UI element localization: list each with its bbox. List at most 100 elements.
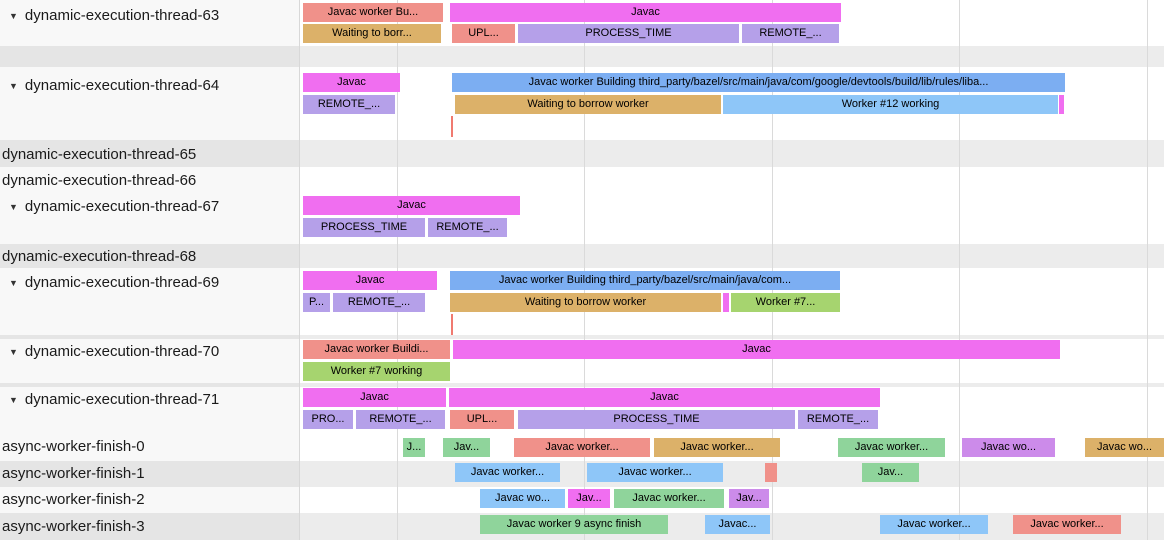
- expand-triangle-icon[interactable]: ▼: [9, 11, 18, 21]
- expand-triangle-icon[interactable]: ▼: [9, 202, 18, 212]
- trace-slice[interactable]: Javac: [303, 73, 400, 92]
- trace-slice[interactable]: Javac wo...: [962, 438, 1055, 457]
- trace-slice[interactable]: UPL...: [452, 24, 515, 43]
- track-label-async-worker-finish-0[interactable]: async-worker-finish-0: [0, 437, 300, 457]
- track-label-dynamic-execution-thread-71[interactable]: ▼ dynamic-execution-thread-71: [0, 390, 307, 410]
- trace-slice[interactable]: Jav...: [729, 489, 769, 508]
- trace-slice[interactable]: Javac: [303, 271, 437, 290]
- trace-slice[interactable]: REMOTE_...: [428, 218, 507, 237]
- row-band: [0, 461, 1164, 487]
- track-name-text: async-worker-finish-2: [2, 491, 145, 508]
- trace-slice[interactable]: Waiting to borrow worker: [450, 293, 721, 312]
- trace-slice[interactable]: REMOTE_...: [798, 410, 878, 429]
- time-gridline: [397, 0, 398, 540]
- track-label-dynamic-execution-thread-67[interactable]: ▼ dynamic-execution-thread-67: [0, 197, 307, 217]
- track-name-text: async-worker-finish-1: [2, 465, 145, 482]
- track-label-async-worker-finish-3[interactable]: async-worker-finish-3: [0, 517, 300, 537]
- track-label-dynamic-execution-thread-70[interactable]: ▼ dynamic-execution-thread-70: [0, 342, 307, 362]
- trace-slice[interactable]: Javac wo...: [480, 489, 565, 508]
- trace-slice[interactable]: Worker #7...: [731, 293, 840, 312]
- row-band: [0, 140, 1164, 167]
- trace-slice[interactable]: Waiting to borr...: [303, 24, 441, 43]
- track-name-text: dynamic-execution-thread-64: [24, 77, 220, 94]
- expand-triangle-icon[interactable]: ▼: [9, 278, 18, 288]
- trace-slice[interactable]: Javac worker...: [838, 438, 945, 457]
- trace-slice[interactable]: PROCESS_TIME: [303, 218, 425, 237]
- expand-triangle-icon[interactable]: ▼: [9, 347, 18, 357]
- time-gridline: [1147, 0, 1148, 540]
- row-band: [0, 244, 1164, 268]
- trace-slice[interactable]: Javac worker...: [1013, 515, 1121, 534]
- trace-slice[interactable]: Jav...: [862, 463, 919, 482]
- expand-triangle-icon[interactable]: ▼: [9, 395, 18, 405]
- row-band: [0, 46, 1164, 67]
- track-name-text: dynamic-execution-thread-69: [24, 274, 220, 291]
- track-label-dynamic-execution-thread-64[interactable]: ▼ dynamic-execution-thread-64: [0, 76, 307, 96]
- trace-slice[interactable]: Javac: [450, 3, 841, 22]
- trace-slice[interactable]: P...: [303, 293, 330, 312]
- trace-slice[interactable]: Javac worker Building third_party/bazel/…: [450, 271, 840, 290]
- trace-slice[interactable]: Javac worker...: [880, 515, 988, 534]
- trace-slice[interactable]: REMOTE_...: [303, 95, 395, 114]
- trace-slice[interactable]: Javac: [449, 388, 880, 407]
- track-name-text: dynamic-execution-thread-68: [2, 248, 197, 265]
- trace-slice[interactable]: Javac: [303, 196, 520, 215]
- trace-slice[interactable]: Javac worker...: [587, 463, 723, 482]
- track-label-dynamic-execution-thread-63[interactable]: ▼ dynamic-execution-thread-63: [0, 6, 307, 26]
- time-gridline: [584, 0, 585, 540]
- track-label-dynamic-execution-thread-68[interactable]: dynamic-execution-thread-68: [0, 247, 300, 267]
- trace-slice[interactable]: Javac: [453, 340, 1060, 359]
- trace-slice[interactable]: Javac worker Building third_party/bazel/…: [452, 73, 1065, 92]
- track-name-text: dynamic-execution-thread-65: [2, 146, 197, 163]
- trace-slice[interactable]: Javac worker...: [514, 438, 650, 457]
- track-label-dynamic-execution-thread-69[interactable]: ▼ dynamic-execution-thread-69: [0, 273, 307, 293]
- track-name-text: async-worker-finish-0: [2, 438, 145, 455]
- track-label-dynamic-execution-thread-66[interactable]: dynamic-execution-thread-66: [0, 171, 300, 191]
- trace-slice[interactable]: REMOTE_...: [742, 24, 839, 43]
- trace-slice[interactable]: Javac wo...: [1085, 438, 1164, 457]
- track-label-async-worker-finish-2[interactable]: async-worker-finish-2: [0, 490, 300, 510]
- red-event-tick: [451, 314, 453, 335]
- trace-slice[interactable]: [765, 463, 777, 482]
- track-name-text: dynamic-execution-thread-71: [24, 391, 220, 408]
- trace-slice[interactable]: Jav...: [568, 489, 610, 508]
- trace-slice[interactable]: REMOTE_...: [333, 293, 425, 312]
- track-name-text: dynamic-execution-thread-70: [24, 343, 220, 360]
- track-name-text: dynamic-execution-thread-67: [24, 198, 220, 215]
- trace-slice[interactable]: [723, 293, 729, 312]
- trace-slice[interactable]: Javac worker...: [654, 438, 780, 457]
- time-gridline: [772, 0, 773, 540]
- time-gridline: [959, 0, 960, 540]
- row-band: [0, 335, 1164, 339]
- trace-slice[interactable]: PROCESS_TIME: [518, 410, 795, 429]
- trace-slice[interactable]: Javac worker Buildi...: [303, 340, 450, 359]
- trace-slice[interactable]: Javac...: [705, 515, 770, 534]
- trace-slice[interactable]: Worker #7 working: [303, 362, 450, 381]
- trace-slice[interactable]: PROCESS_TIME: [518, 24, 739, 43]
- track-name-text: dynamic-execution-thread-66: [2, 172, 197, 189]
- track-name-text: async-worker-finish-3: [2, 518, 145, 535]
- trace-slice[interactable]: Javac worker Bu...: [303, 3, 443, 22]
- trace-slice[interactable]: [1059, 95, 1064, 114]
- trace-slice[interactable]: Javac worker...: [455, 463, 560, 482]
- red-event-tick: [451, 116, 453, 137]
- trace-slice[interactable]: REMOTE_...: [356, 410, 445, 429]
- trace-slice[interactable]: J...: [403, 438, 425, 457]
- track-label-async-worker-finish-1[interactable]: async-worker-finish-1: [0, 464, 300, 484]
- trace-slice[interactable]: UPL...: [450, 410, 514, 429]
- trace-slice[interactable]: Worker #12 working: [723, 95, 1058, 114]
- trace-slice[interactable]: Javac worker...: [614, 489, 724, 508]
- trace-slice[interactable]: Waiting to borrow worker: [455, 95, 721, 114]
- trace-slice[interactable]: Jav...: [443, 438, 490, 457]
- trace-slice[interactable]: Javac: [303, 388, 446, 407]
- track-name-text: dynamic-execution-thread-63: [24, 7, 220, 24]
- track-name-panel: ▼ dynamic-execution-thread-63 ▼ dynamic-exe…: [0, 0, 300, 540]
- track-label-dynamic-execution-thread-65[interactable]: dynamic-execution-thread-65: [0, 145, 300, 165]
- expand-triangle-icon[interactable]: ▼: [9, 81, 18, 91]
- trace-slice[interactable]: Javac worker 9 async finish: [480, 515, 668, 534]
- trace-slice[interactable]: PRO...: [303, 410, 353, 429]
- row-band: [0, 383, 1164, 387]
